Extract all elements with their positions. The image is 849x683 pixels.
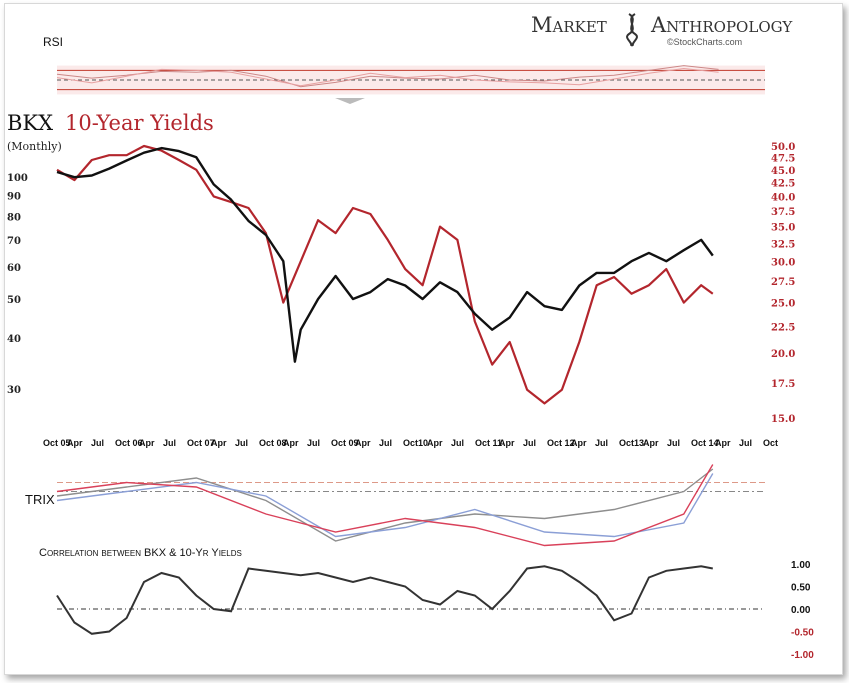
correlation-tick-label: -0.50 <box>791 628 814 639</box>
chart-frame: Market Anthropology ©StockCharts.com RSI… <box>4 3 843 675</box>
x-tick-label: Jul <box>595 438 608 448</box>
y-right-tick-label: 20.0 <box>771 349 795 360</box>
y-left-tick-label: 30 <box>7 385 21 396</box>
x-tick-label: Jul <box>235 438 248 448</box>
y-right-tick-label: 40.0 <box>771 192 795 203</box>
x-tick-label: Oct 06 <box>115 438 143 448</box>
y-right-tick-label: 30.0 <box>771 257 795 268</box>
rsi-series-line <box>56 65 719 88</box>
x-tick-label: Apr <box>643 438 659 448</box>
x-tick-label: Apr <box>571 438 587 448</box>
correlation-series-line <box>56 565 713 635</box>
brand-credit: ©StockCharts.com <box>667 37 742 47</box>
y-right-tick-label: 27.5 <box>771 277 795 288</box>
bkx-series-line <box>56 146 714 363</box>
x-tick-label: Jul <box>739 438 752 448</box>
y-right-tick-label: 45.0 <box>771 166 795 177</box>
x-tick-label: Jul <box>523 438 536 448</box>
x-tick-label: Apr <box>211 438 227 448</box>
correlation-title: Correlation between BKX & 10-Yr Yields <box>39 547 242 559</box>
x-tick-label: Oct 07 <box>187 438 215 448</box>
x-tick-label: Oct 11 <box>475 438 502 448</box>
correlation-tick-label: 0.00 <box>791 605 811 616</box>
y-left-tick-label: 90 <box>7 192 21 203</box>
yields-series-line <box>56 144 714 405</box>
x-tick-label: Oct10 <box>403 438 428 448</box>
x-tick-label: Apr <box>499 438 515 448</box>
y-right-tick-label: 32.5 <box>771 239 795 250</box>
y-left-tick-label: 80 <box>7 212 21 223</box>
y-left-tick-label: 70 <box>7 236 21 247</box>
y-right-tick-label: 47.5 <box>771 154 795 165</box>
x-tick-label: Apr <box>67 438 83 448</box>
x-tick-label: Apr <box>355 438 371 448</box>
y-right-tick-label: 50.0 <box>771 142 795 153</box>
y-left-tick-label: 60 <box>7 263 21 274</box>
price-panel: 100 90 80 70 60 50 40 30 50.047.545.0 42.5 40.0 37.… <box>7 142 795 448</box>
price-title-yields: 10-Year Yields <box>65 111 214 135</box>
x-tick-label: Jul <box>307 438 320 448</box>
y-right-tick-label: 37.5 <box>771 207 795 218</box>
x-tick-label: Oct 14 <box>691 438 719 448</box>
y-right-tick-label: 35.0 <box>771 223 795 234</box>
y-right-tick-label: 42.5 <box>771 179 795 190</box>
correlation-panel: 1.00 0.50 0.00 -0.50 -1.00 <box>56 560 814 661</box>
correlation-tick-label: -1.00 <box>791 650 814 661</box>
rsi-title: RSI <box>43 35 63 49</box>
x-tick-label: Oct13 <box>619 438 644 448</box>
x-tick-label: Oct 08 <box>259 438 287 448</box>
x-tick-label: Jul <box>163 438 176 448</box>
y-right-tick-label: 22.5 <box>771 322 795 333</box>
rsi-panel <box>56 65 765 104</box>
y-left-tick-label: 50 <box>7 295 21 306</box>
x-tick-label: Oct <box>763 438 778 448</box>
correlation-tick-label: 1.00 <box>791 560 811 571</box>
x-tick-label: Apr <box>715 438 731 448</box>
price-subtitle: (Monthly) <box>7 140 62 153</box>
rsi-series-line <box>56 67 719 87</box>
y-right-tick-label: 25.0 <box>771 299 795 310</box>
x-tick-label: Apr <box>427 438 443 448</box>
x-tick-label: Oct 05 <box>43 438 71 448</box>
x-tick-label: Jul <box>451 438 464 448</box>
y-left-tick-label: 40 <box>7 334 21 345</box>
trix-title: TRIX <box>25 492 55 507</box>
price-title-bkx: BKX <box>7 111 53 135</box>
dna-logo-icon <box>626 13 638 47</box>
y-right-tick-label: 17.5 <box>771 379 795 390</box>
x-tick-label: Oct 12 <box>547 438 575 448</box>
correlation-tick-label: 0.50 <box>791 583 811 594</box>
x-tick-label: Apr <box>283 438 299 448</box>
chart-canvas: Market Anthropology ©StockCharts.com RSI… <box>7 13 814 661</box>
brand-name-right: Anthropology <box>650 13 793 37</box>
y-right-tick-label: 15.0 <box>771 414 795 425</box>
trix-panel <box>56 464 765 547</box>
brand-name-left: Market <box>531 13 607 37</box>
trix-series-line <box>56 468 714 542</box>
x-tick-label: Jul <box>379 438 392 448</box>
x-tick-label: Jul <box>91 438 104 448</box>
x-tick-label: Apr <box>139 438 155 448</box>
rsi-oversold-area <box>335 98 365 104</box>
x-tick-label: Oct 09 <box>331 438 359 448</box>
y-left-tick-label: 100 <box>7 173 28 184</box>
x-tick-label: Jul <box>667 438 680 448</box>
trix-series-line <box>56 464 714 547</box>
